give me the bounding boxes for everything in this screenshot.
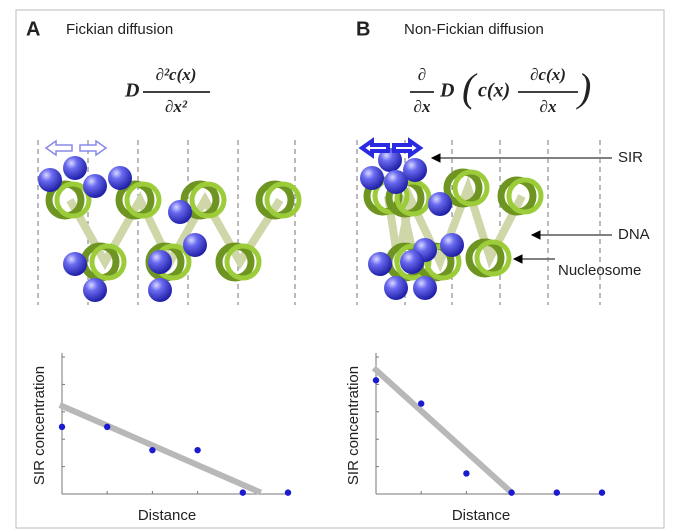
- formula: ∂x: [414, 97, 431, 116]
- nucleosome: [189, 181, 227, 219]
- nucleosome: [452, 169, 490, 207]
- paren: ): [576, 65, 591, 110]
- formula: c(x): [478, 80, 510, 102]
- nucleosome: [224, 243, 262, 281]
- sir: [83, 174, 107, 198]
- sir: [440, 233, 464, 257]
- x-axis-label: Distance: [138, 507, 196, 524]
- arrow: [392, 137, 424, 159]
- panel-label: A: [26, 18, 40, 40]
- formula: ∂²c(x): [156, 65, 197, 84]
- fit-line: [371, 365, 514, 495]
- point: [284, 489, 292, 496]
- sir: [384, 276, 408, 300]
- sir: [183, 233, 207, 257]
- point: [553, 489, 560, 496]
- nucleosome: [474, 239, 512, 277]
- sir: [428, 192, 452, 216]
- x-axis-label: Distance: [452, 507, 510, 524]
- sir: [168, 200, 192, 224]
- sir: [360, 166, 384, 190]
- sir: [38, 168, 62, 192]
- nucleosome: [264, 181, 302, 219]
- arrow: [79, 139, 108, 157]
- panel-label: B: [356, 18, 370, 40]
- point: [239, 489, 246, 496]
- formula: ∂x: [540, 97, 557, 116]
- sir: [403, 158, 427, 182]
- formula: ∂c(x): [530, 65, 566, 84]
- annotation: DNA: [618, 226, 650, 243]
- sir: [384, 170, 408, 194]
- nucleosome: [124, 181, 162, 219]
- point: [463, 470, 470, 477]
- sir: [108, 166, 132, 190]
- point: [58, 423, 66, 431]
- nucleosome: [394, 179, 432, 217]
- nucleosome: [89, 243, 127, 281]
- paren: (: [462, 65, 478, 110]
- cartoon: [37, 137, 601, 305]
- sir: [83, 278, 107, 302]
- panel-title: Fickian diffusion: [66, 21, 173, 38]
- point: [149, 446, 156, 454]
- sir: [63, 156, 87, 180]
- formula: ∂x²: [165, 97, 188, 116]
- sir: [148, 278, 172, 302]
- sir: [148, 250, 172, 274]
- nucleosome: [54, 181, 92, 219]
- point: [104, 423, 111, 431]
- sir: [368, 252, 392, 276]
- y-axis-label: SIR concentration: [345, 366, 362, 485]
- sir: [63, 252, 87, 276]
- point: [418, 400, 425, 407]
- point: [194, 446, 201, 454]
- arrow: [358, 137, 390, 159]
- panel-title: Non-Fickian diffusion: [404, 21, 544, 38]
- fit-line: [58, 402, 263, 496]
- y-axis-label: SIR concentration: [31, 366, 48, 485]
- point: [598, 489, 606, 496]
- sir: [378, 148, 402, 172]
- annotation: SIR: [618, 149, 643, 166]
- pointers: [430, 153, 612, 264]
- formula: ∂: [418, 65, 426, 84]
- point: [372, 377, 380, 384]
- sir: [400, 250, 424, 274]
- arrow: [44, 139, 73, 157]
- point: [508, 489, 515, 496]
- sir: [413, 276, 437, 300]
- formula: D: [124, 80, 139, 102]
- formula: D: [439, 80, 454, 102]
- nucleosome: [506, 177, 544, 215]
- frame: [15, 9, 665, 529]
